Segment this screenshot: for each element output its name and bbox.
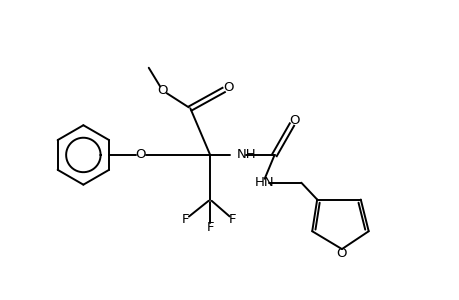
Text: HN: HN <box>254 176 274 189</box>
Text: F: F <box>229 213 236 226</box>
Text: F: F <box>181 213 189 226</box>
Text: NH: NH <box>236 148 256 161</box>
Text: O: O <box>135 148 146 161</box>
Text: O: O <box>157 84 168 97</box>
Text: F: F <box>206 221 213 234</box>
Text: O: O <box>289 114 299 127</box>
Text: O: O <box>222 81 233 94</box>
Text: O: O <box>336 247 347 260</box>
